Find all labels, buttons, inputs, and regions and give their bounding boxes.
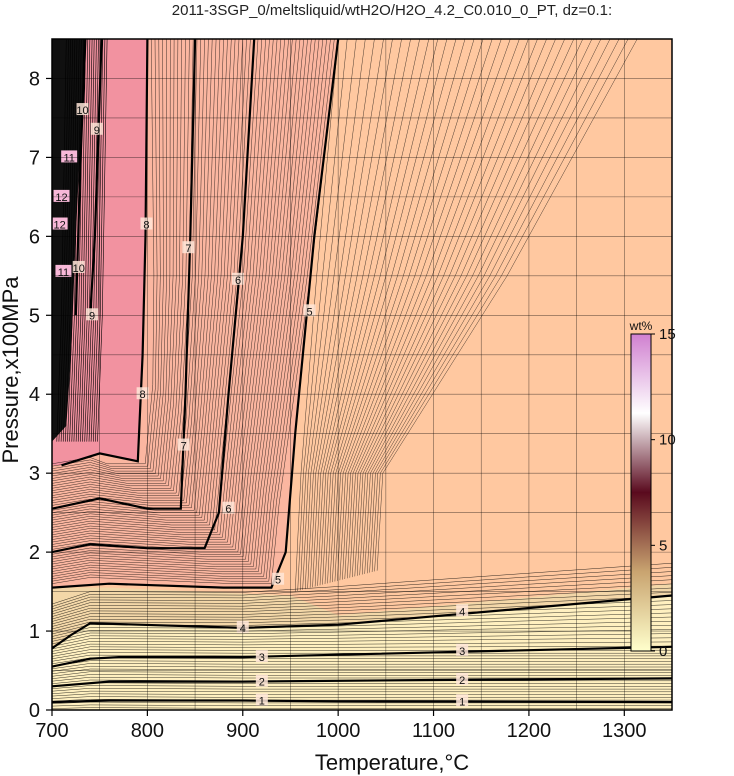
y-tick-label: 5 — [29, 305, 40, 327]
y-tick-label: 8 — [29, 68, 40, 90]
contour-label-bg — [303, 304, 316, 317]
contour-label-4: 4 — [459, 606, 465, 618]
contour-label-bg — [272, 572, 285, 585]
contour-label-bg — [177, 438, 190, 451]
contour-label-high: 12 — [54, 220, 66, 232]
y-tick-label: 1 — [29, 621, 40, 643]
contour-label-6: 6 — [225, 504, 231, 516]
y-axis-label: Pressure,x100MPa — [0, 276, 23, 464]
y-tick-label: 3 — [29, 463, 40, 485]
colorbar-tick-label: 15 — [659, 326, 676, 343]
x-tick-label: 1000 — [316, 720, 361, 742]
contour-label-bg — [456, 673, 469, 686]
contour-label-bg — [72, 260, 85, 273]
contour-label-7: 7 — [181, 441, 187, 453]
x-tick-label: 1100 — [412, 720, 455, 742]
contour-label-bg — [76, 103, 89, 116]
x-tick-label: 1300 — [602, 720, 647, 742]
contour-label-3: 3 — [459, 646, 465, 658]
colorbar-tick-label: 0 — [659, 643, 667, 660]
contour-label-1: 1 — [259, 696, 265, 708]
contour-label-bg — [255, 650, 268, 663]
contour-label-bg — [182, 241, 195, 254]
y-tick-label: 4 — [29, 384, 40, 406]
colorbar-tick-label: 10 — [659, 432, 676, 449]
contour-label-bg — [456, 694, 469, 707]
contour-label-8: 8 — [143, 220, 149, 232]
colorbar-title: wt% — [629, 319, 653, 333]
major-contour-3 — [52, 645, 672, 668]
contour-label-9: 9 — [94, 125, 100, 137]
contour-label-bg — [255, 693, 268, 706]
colorbar-scale — [630, 333, 652, 652]
contour-label-bg — [456, 604, 469, 617]
contour-label-bg — [52, 217, 68, 230]
contour-label-7: 7 — [185, 243, 191, 255]
colorbar: wt% 0 5 10 15 — [629, 319, 676, 660]
x-tick-label: 700 — [35, 720, 68, 742]
contour-label-1: 1 — [459, 696, 465, 708]
contour-label-bg — [140, 217, 153, 230]
x-tick-label: 800 — [131, 720, 164, 742]
contour-label-8: 8 — [140, 389, 146, 401]
contour-label-bg — [86, 308, 99, 321]
contour-label-high: 11 — [63, 152, 74, 164]
contour-label-bg — [255, 674, 268, 687]
major-contour-8 — [61, 39, 149, 467]
contour-label-2: 2 — [259, 677, 265, 689]
contour-label-5: 5 — [275, 575, 281, 587]
x-tick-label: 1200 — [507, 720, 552, 742]
contour-label-bg — [90, 122, 103, 135]
x-tick-label: 900 — [226, 720, 259, 742]
y-tick-label: 7 — [29, 147, 40, 169]
contour-label-bg — [55, 264, 72, 277]
x-axis-label: Temperature,°C — [315, 750, 469, 775]
contour-label-5: 5 — [306, 306, 312, 318]
contour-label-bg — [53, 189, 70, 202]
contour-label-3: 3 — [259, 652, 265, 664]
chart-title: 2011-3SGP_0/meltsliquid/wtH2O/H2O_4.2_C0… — [172, 2, 612, 19]
y-tick-label: 0 — [29, 700, 40, 722]
contour-label-bg — [61, 150, 78, 163]
contour-label-high: 11 — [58, 267, 69, 279]
contour-label-10: 10 — [73, 263, 85, 275]
contour-label-high: 12 — [55, 192, 67, 204]
contour-label-9: 9 — [89, 310, 95, 322]
contour-label-bg — [456, 643, 469, 656]
y-tick-label: 2 — [29, 542, 40, 564]
contour-label-2: 2 — [459, 675, 465, 687]
contour-label-bg — [136, 387, 149, 400]
contour-label-6: 6 — [235, 275, 241, 287]
colorbar-tick-label: 5 — [659, 537, 667, 554]
contour-label-10: 10 — [76, 105, 88, 117]
major-contour-4 — [52, 594, 672, 650]
contour-label-bg — [222, 501, 235, 514]
plot-frame — [51, 38, 673, 711]
y-tick-label: 6 — [29, 226, 40, 248]
